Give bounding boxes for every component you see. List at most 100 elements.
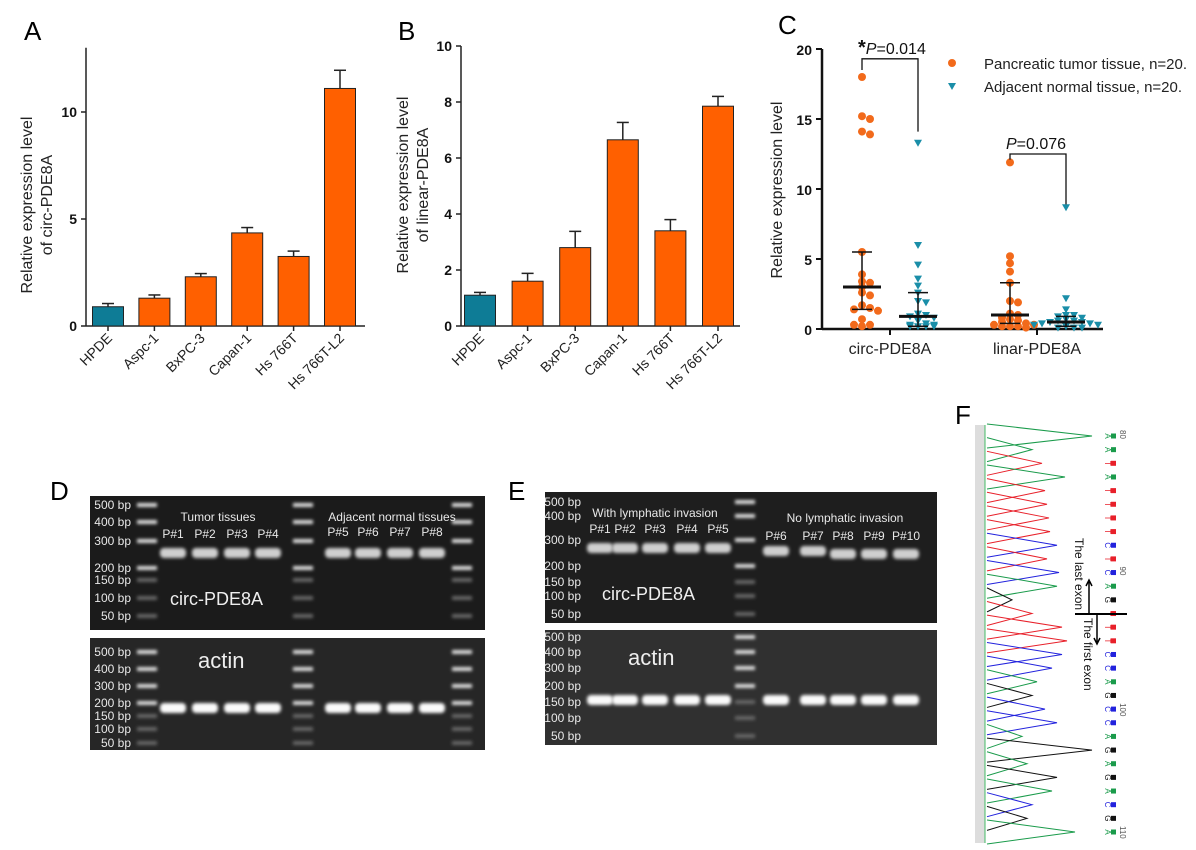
data-point-tumor	[1006, 267, 1014, 276]
sample-band	[387, 703, 413, 713]
ladder-band	[137, 596, 157, 600]
scatter-chart-tissue: 0 5 10 15 20 Relative expression level circ-PD…	[769, 37, 1187, 358]
y-tick-label: 5	[69, 211, 77, 227]
data-point-normal	[914, 261, 922, 269]
sample-band	[763, 695, 789, 705]
ladder-band	[452, 701, 472, 705]
ladder-band	[293, 701, 313, 705]
ladder-label: 200 bp	[94, 561, 131, 575]
base-quality-marker	[1111, 774, 1116, 780]
significance-bracket	[861, 58, 919, 132]
ladder-band	[735, 635, 755, 639]
ladder-label: 300 bp	[94, 534, 131, 548]
base-quality-marker	[1111, 651, 1116, 657]
base-call: A	[1103, 474, 1112, 480]
sample-band	[355, 548, 381, 558]
data-point-normal	[922, 299, 930, 307]
sample-band	[587, 695, 613, 705]
base-call: T	[1103, 515, 1112, 520]
trace-peak	[986, 560, 1060, 586]
data-point-normal	[1078, 314, 1086, 322]
sample-band	[763, 546, 789, 556]
base-quality-marker	[1111, 624, 1116, 630]
data-point-normal	[914, 242, 922, 249]
up-arrow-icon	[1085, 578, 1093, 614]
base-quality-marker	[1111, 761, 1116, 767]
ladder-band	[452, 520, 472, 524]
lane-label: P#7	[802, 529, 824, 543]
last-exon-label: The last exon	[1072, 538, 1086, 610]
panel-label-d: D	[50, 476, 69, 506]
sample-band	[861, 549, 887, 559]
base-quality-marker	[1111, 460, 1116, 466]
sample-band	[355, 703, 381, 713]
ladder-band	[293, 727, 313, 731]
data-point-tumor	[866, 304, 874, 312]
x-tick-label: BxPC-3	[163, 330, 209, 376]
sample-band	[387, 548, 413, 558]
base-quality-marker	[1111, 665, 1116, 671]
ladder-band	[137, 667, 157, 671]
ladder-label: 100 bp	[94, 591, 131, 605]
lane-label: P#1	[162, 527, 184, 541]
group-label: With lymphatic invasion	[592, 506, 717, 520]
x-tick-label: BxPC-3	[537, 330, 583, 376]
sample-band	[674, 695, 700, 705]
data-point-tumor	[850, 320, 858, 329]
base-quality-marker	[1111, 542, 1116, 548]
trace-peak	[986, 682, 1034, 708]
sample-band	[255, 703, 281, 713]
ladder-band	[293, 741, 313, 745]
lane-label: P#7	[389, 525, 411, 539]
sample-band	[674, 543, 700, 553]
ladder-band	[735, 564, 755, 568]
data-point-tumor	[866, 291, 874, 300]
ladder-label: 300 bp	[544, 661, 581, 675]
lane-label: P#8	[832, 529, 854, 543]
y-axis-label: Relative expression level	[769, 102, 786, 279]
bar-chart-linear: 0 2 4 6 8 10 Relative expression level of linea…	[395, 38, 740, 392]
data-point-tumor	[874, 306, 882, 315]
lane-label: P#2	[194, 527, 216, 541]
sample-band	[255, 548, 281, 558]
ladder-band	[293, 578, 313, 582]
data-point-tumor	[858, 322, 866, 331]
sample-band	[830, 549, 856, 559]
ladder-label: 50 bp	[101, 736, 131, 750]
lane-label: P#4	[257, 527, 279, 541]
trace-peak	[986, 669, 1038, 695]
base-call: A	[1103, 447, 1112, 453]
lane-label: P#2	[614, 522, 636, 536]
ladder-band	[293, 614, 313, 618]
lane-label: P#3	[226, 527, 248, 541]
base-call: T	[1103, 529, 1112, 534]
base-call: T	[1103, 461, 1112, 466]
ladder-band	[293, 596, 313, 600]
ladder-band	[293, 539, 313, 543]
lane-label: P#5	[327, 525, 349, 539]
trace-peak	[986, 778, 1053, 804]
base-call: C	[1103, 665, 1112, 671]
base-call: C	[1103, 570, 1112, 576]
trace-peak	[986, 805, 1029, 831]
data-point-normal	[1062, 306, 1070, 314]
base-call: A	[1103, 584, 1112, 590]
sample-band	[160, 703, 186, 713]
ladder-band	[137, 614, 157, 618]
ladder-band	[735, 666, 755, 670]
base-call: T	[1103, 638, 1112, 643]
sample-band	[642, 695, 668, 705]
base-call: A	[1103, 433, 1112, 439]
ladder-label: 50 bp	[101, 609, 131, 623]
base-quality-marker	[1111, 788, 1116, 794]
p-value-label: P=0.076	[1006, 136, 1066, 153]
y-tick-label: 20	[796, 42, 812, 58]
sample-band	[192, 548, 218, 558]
down-arrow-icon	[1093, 614, 1101, 646]
trace-peak	[986, 450, 1043, 476]
base-call: C	[1103, 706, 1112, 712]
panel-label-f: F	[955, 400, 971, 430]
base-quality-marker	[1111, 692, 1116, 698]
ladder-label: 150 bp	[94, 709, 131, 723]
